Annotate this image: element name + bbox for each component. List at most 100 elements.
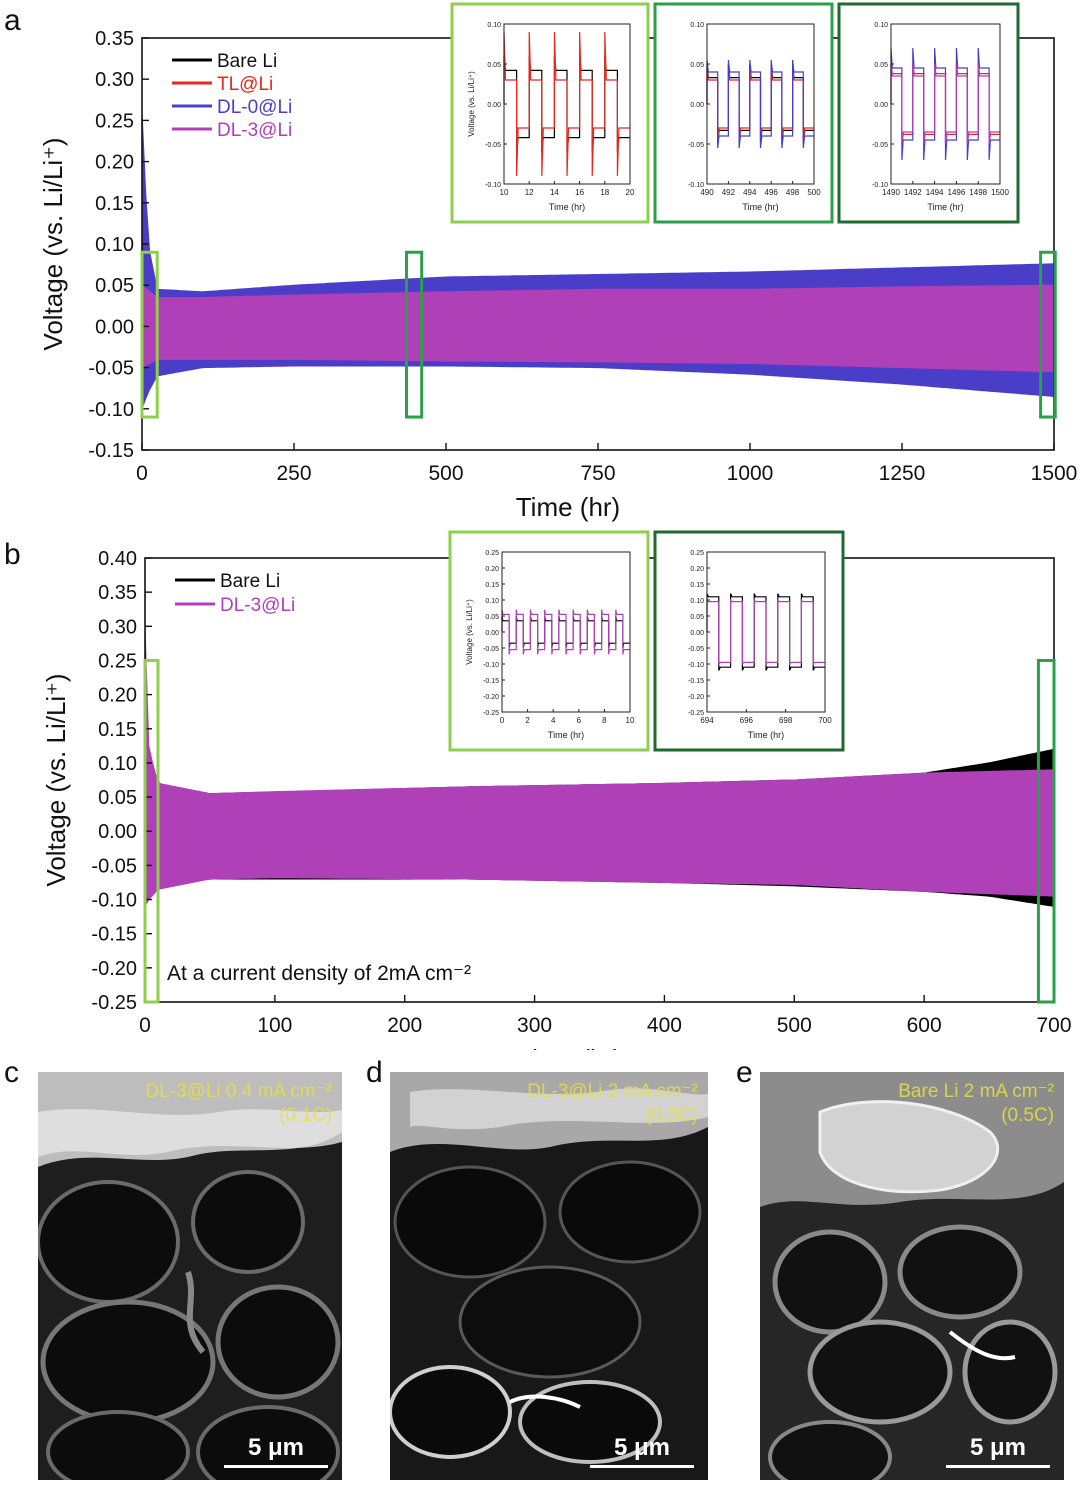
inset-trace-b-1-0 — [706, 593, 825, 671]
y-tick-label-a-2: 0.25 — [95, 110, 134, 132]
inset-y-label-a-0: Voltage (vs. Li/Li⁺) — [467, 71, 476, 137]
inset-x-tick-label-a-1-1: 492 — [722, 188, 736, 197]
y-axis-label-b: Voltage (vs. Li/Li⁺) — [41, 673, 71, 886]
inset-y-tick-label-b-1-9: -0.20 — [688, 694, 704, 701]
inset-trace-b-0-1 — [501, 609, 630, 655]
inset-border-a-0 — [450, 2, 650, 224]
x-tick-label-b-3: 300 — [517, 1014, 552, 1037]
x-tick-label-a-2: 500 — [428, 462, 463, 485]
y-tick-label-a-1: 0.30 — [95, 69, 134, 91]
y-tick-label-a-4: 0.15 — [95, 193, 134, 215]
sem-texture-c — [38, 1072, 342, 1480]
y-tick-label-b-6: 0.10 — [98, 753, 137, 775]
inset-y-tick-label-b-0-0: 0.25 — [485, 550, 499, 557]
inset-y-tick-label-b-1-7: -0.10 — [688, 662, 704, 669]
inset-y-tick-label-b-1-0: 0.25 — [690, 550, 704, 557]
legend-label-a-1: TL@Li — [217, 74, 273, 95]
x-tick-label-b-4: 400 — [647, 1014, 682, 1037]
highlight-box-a-2 — [1039, 250, 1057, 419]
inset-y-tick-label-b-1-2: 0.15 — [690, 582, 704, 589]
inset-y-tick-label-a-1-4: -0.10 — [688, 182, 704, 189]
y-tick-label-b-11: -0.15 — [91, 924, 137, 946]
inset-border-a-2 — [837, 2, 1020, 224]
inset-x-tick-label-b-1-0: 694 — [700, 716, 714, 725]
scalebar-e: 5 μm — [946, 1434, 1050, 1468]
inset-x-tick-label-a-1-3: 496 — [765, 188, 779, 197]
x-tick-label-b-6: 600 — [907, 1014, 942, 1037]
scalebar-text-c: 5 μm — [247, 1434, 305, 1461]
inset-x-tick-label-b-1-3: 700 — [818, 716, 832, 725]
y-tick-label-b-3: 0.25 — [98, 650, 137, 672]
inset-x-label-a-0: Time (hr) — [549, 202, 585, 212]
inset-y-tick-label-b-0-7: -0.10 — [483, 662, 499, 669]
inset-y-tick-label-b-0-9: -0.20 — [483, 694, 499, 701]
sem-image-e: Bare Li 2 mA cm⁻² (0.5C) 5 μm — [760, 1072, 1064, 1480]
inset-y-tick-label-a-2-4: -0.10 — [872, 182, 888, 189]
x-tick-label-a-4: 1000 — [727, 462, 774, 485]
highlight-box-b-0 — [143, 658, 160, 1004]
inset-y-tick-label-a-0-0: 0.10 — [487, 22, 501, 29]
y-tick-label-b-5: 0.15 — [98, 719, 137, 741]
inset-y-tick-label-a-2-2: 0.00 — [874, 102, 888, 109]
inset-y-tick-label-b-1-5: 0.00 — [690, 630, 704, 637]
inset-y-tick-label-a-2-1: 0.05 — [874, 62, 888, 69]
inset-y-tick-label-a-0-4: -0.10 — [485, 182, 501, 189]
scalebar-text-d: 5 μm — [613, 1434, 671, 1461]
inset-x-tick-label-a-0-3: 16 — [575, 188, 584, 197]
inset-x-tick-label-b-0-2: 4 — [551, 716, 556, 725]
y-tick-label-a-0: 0.35 — [95, 28, 134, 50]
highlight-box-a-1 — [404, 250, 424, 419]
annotation-b: At a current density of 2mA cm⁻² — [167, 962, 471, 985]
sem-texture-d — [390, 1072, 708, 1480]
x-tick-label-a-6: 1500 — [1031, 462, 1078, 485]
panel-d-letter: d — [366, 1056, 383, 1089]
chart-b: 0 100 200 300 400 500 600 7000.400.350.300.250.… — [41, 530, 1072, 1050]
inset-x-tick-label-a-2-4: 1498 — [969, 188, 987, 197]
y-tick-label-b-8: 0.00 — [98, 821, 137, 843]
scalebar-d: 5 μm — [590, 1434, 694, 1468]
x-tick-label-a-1: 250 — [276, 462, 311, 485]
inset-y-tick-label-a-0-2: 0.00 — [487, 102, 501, 109]
inset-y-tick-label-b-1-3: 0.10 — [690, 598, 704, 605]
inset-trace-a-1-2 — [706, 59, 814, 149]
inset-x-tick-label-b-0-0: 0 — [500, 716, 505, 725]
x-axis-label-a: Time (hr) — [516, 492, 620, 522]
inset-y-tick-label-a-2-3: -0.05 — [872, 142, 888, 149]
inset-y-tick-label-b-0-4: 0.05 — [485, 614, 499, 621]
y-tick-label-a-7: 0.00 — [95, 316, 134, 338]
scalebar-text-e: 5 μm — [969, 1434, 1027, 1461]
x-tick-label-a-3: 750 — [580, 462, 615, 485]
panel-c-letter: c — [4, 1056, 19, 1089]
inset-x-tick-label-b-1-1: 696 — [740, 716, 754, 725]
highlight-box-a-0 — [140, 250, 159, 419]
scalebar-c: 5 μm — [224, 1434, 328, 1468]
series-band-a-3 — [141, 284, 1055, 373]
sem-texture-e — [760, 1072, 1064, 1480]
sem-image-c: DL-3@Li 0.4 mA cm⁻² (0.1C) 5 μm — [38, 1072, 342, 1480]
inset-y-tick-label-a-0-3: -0.05 — [485, 142, 501, 149]
y-tick-label-a-10: -0.15 — [88, 440, 134, 462]
panel-e-letter: e — [736, 1056, 753, 1089]
inset-y-tick-label-b-0-10: -0.25 — [483, 710, 499, 717]
y-tick-label-a-3: 0.20 — [95, 152, 134, 174]
inset-trace-a-2-1 — [890, 47, 1000, 161]
sem-label-c: DL-3@Li 0.4 mA cm⁻² (0.1C) — [145, 1081, 332, 1126]
inset-border-b-0 — [448, 530, 650, 752]
inset-y-tick-label-b-1-1: 0.20 — [690, 566, 704, 573]
inset-trace-a-2-2 — [890, 63, 1000, 145]
y-tick-label-b-13: -0.25 — [91, 992, 137, 1014]
inset-x-tick-label-b-0-3: 6 — [577, 716, 582, 725]
inset-x-tick-label-b-0-1: 2 — [525, 716, 530, 725]
y-tick-label-b-1: 0.35 — [98, 582, 137, 604]
legend-label-b-0: Bare Li — [220, 571, 280, 592]
y-tick-label-a-5: 0.10 — [95, 234, 134, 256]
y-tick-label-b-9: -0.05 — [91, 855, 137, 877]
inset-y-tick-label-b-0-8: -0.15 — [483, 678, 499, 685]
x-tick-label-b-2: 200 — [387, 1014, 422, 1037]
inset-y-tick-label-b-1-8: -0.15 — [688, 678, 704, 685]
inset-x-tick-label-a-2-0: 1490 — [882, 188, 900, 197]
inset-y-tick-label-b-0-1: 0.20 — [485, 566, 499, 573]
sem-label-e: Bare Li 2 mA cm⁻² (0.5C) — [898, 1081, 1054, 1126]
inset-border-b-1 — [653, 530, 845, 752]
inset-x-tick-label-a-1-2: 494 — [743, 188, 757, 197]
